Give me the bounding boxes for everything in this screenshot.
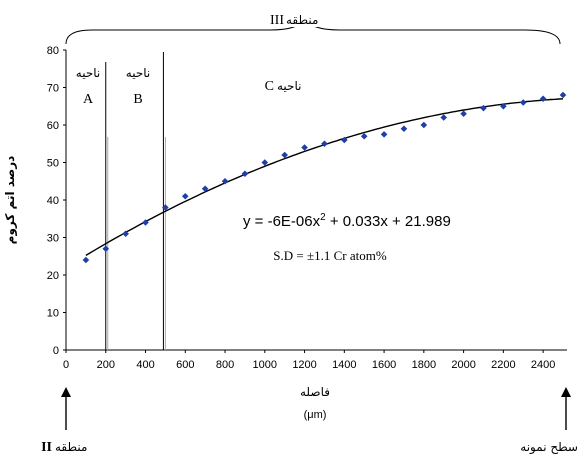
data-point [261,159,269,166]
zone-c-label: ناحیه [277,79,301,93]
data-point [181,192,189,200]
y-tick-label: 40 [47,195,59,207]
zone-a-letter: A [83,92,94,107]
y-tick-label: 10 [47,308,59,320]
x-axis-title: فاصله [300,385,330,399]
data-point [500,102,507,110]
data-point [460,110,467,118]
data-point [400,125,408,133]
right-arrow-icon [561,387,571,430]
data-point [142,219,149,226]
data-point [519,99,527,106]
data-point [102,245,110,253]
x-tick-label: 1400 [332,359,356,371]
data-point [82,256,90,264]
x-tick-label: 200 [97,359,115,371]
x-tick-label: 2200 [491,359,515,371]
data-point [241,170,249,178]
y-tick-label: 80 [47,45,59,57]
left-arrow-icon [61,387,71,430]
data-point [440,114,448,121]
y-tick-label: 50 [47,158,59,170]
region-label-bg [246,11,370,27]
x-tick-label: 1200 [292,359,316,371]
x-tick-label: 1800 [412,359,436,371]
data-point [221,177,229,185]
data-point [162,204,169,211]
bottom-left-label: منطقه [55,440,87,454]
data-point [281,151,288,159]
trend-equation: y = -6E-06x2 + 0.033x + 21.989 [243,212,451,230]
x-tick-label: 800 [216,359,234,371]
region-label: منطقه [286,13,318,27]
data-point [480,104,487,112]
data-point [341,136,348,144]
data-point [301,144,308,151]
y-tick-label: 20 [47,270,59,282]
bottom-right-label: سطح نمونه [520,440,578,455]
trendline [85,98,564,257]
bottom-left-numeral: II [41,440,52,455]
y-tick-label: 0 [53,345,59,357]
data-point [201,185,209,193]
data-point [539,95,547,103]
zone-b-label: ناحیه [126,66,150,80]
x-tick-label: 400 [136,359,154,371]
data-point [122,230,129,238]
y-tick-label: 30 [47,233,59,245]
sd-text: S.D = ±1.1 Cr atom% [273,248,387,263]
x-tick-label: 1000 [253,359,277,371]
x-tick-label: 0 [63,359,69,371]
y-axis-title: درصد اتم کروم [3,156,18,245]
x-tick-label: 1600 [372,359,396,371]
data-point [380,131,388,138]
data-point [559,91,567,99]
x-axis-unit: (μm) [304,409,327,421]
y-tick-label: 70 [47,83,59,95]
y-tick-label: 60 [47,120,59,132]
data-point [420,121,428,129]
x-tick-label: 2000 [451,359,475,371]
data-point [360,132,368,140]
x-tick-label: 2400 [531,359,555,371]
zone-b-letter: B [133,92,142,107]
zone-a-label: ناحیه [76,66,100,80]
zone-c-letter: C [265,79,274,94]
x-tick-label: 600 [176,359,194,371]
region-numeral: III [270,13,284,28]
data-point [321,140,328,148]
